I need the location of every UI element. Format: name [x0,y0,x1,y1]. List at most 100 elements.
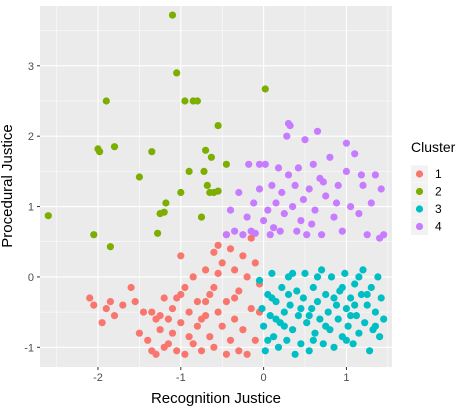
cluster-4-point [251,229,259,237]
cluster-1-point [119,301,127,309]
legend-key-4 [415,222,424,231]
cluster-2-point [173,69,181,77]
cluster-3-point [361,319,369,327]
cluster-4-point [351,150,359,158]
cluster-4-point [297,217,305,225]
cluster-3-point [351,301,359,309]
cluster-1-point [177,290,185,299]
cluster-2-point [110,143,119,151]
cluster-1-point [235,347,243,355]
cluster-3-point [283,336,291,344]
cluster-3-point [301,269,309,277]
cluster-3-point [289,326,297,334]
cluster-1-point [218,322,226,330]
cluster-2-point [154,229,162,237]
cluster-4-point [260,217,268,225]
cluster-3-point [330,294,338,302]
cluster-4-point [380,231,388,239]
cluster-1-point [206,290,214,299]
cluster-3-point [351,280,359,288]
cluster-3-point [289,269,297,277]
legend-label-1: 1 [435,167,442,181]
cluster-1-point [152,315,160,323]
cluster-3-point [294,312,302,320]
cluster-3-point [299,294,307,302]
cluster-1-point [156,326,164,334]
cluster-3-point [311,329,319,337]
cluster-3-point [305,347,313,355]
cluster-3-point [363,301,371,309]
cluster-4-point [330,213,338,221]
cluster-3-point [322,322,330,330]
cluster-2-point [214,187,222,195]
cluster-2-point [193,97,201,105]
y-tick-label: 2 [28,131,34,143]
cluster-1-point [210,343,218,351]
cluster-2-point [96,148,104,156]
cluster-3-point [334,315,342,323]
cluster-1-point [231,294,239,302]
cluster-1-point [193,322,201,330]
cluster-1-point [181,350,189,358]
cluster-4-point [283,132,291,140]
cluster-4-point [294,164,302,172]
cluster-3-point [316,315,324,323]
cluster-3-point [319,340,327,348]
cluster-3-point [293,287,301,295]
cluster-1-point [251,259,259,267]
cluster-4-point [326,153,334,161]
cluster-4-point [311,206,319,214]
cluster-1-point [214,308,222,316]
cluster-2-point [102,97,110,105]
cluster-3-point [344,322,352,330]
cluster-4-point [299,195,307,204]
cluster-1-point [127,283,135,292]
cluster-1-point [98,319,106,327]
cluster-2-point [203,181,211,189]
cluster-1-point [214,269,222,277]
cluster-3-point [342,305,350,313]
cluster-3-point [376,333,384,341]
cluster-3-point [322,290,330,299]
y-axis-ticks: -1 0 1 2 3 [24,61,40,354]
cluster-2-point [207,153,215,161]
y-axis-title: Procedural Justice [0,124,16,247]
cluster-2-point [222,160,230,168]
cluster-3-point [367,283,375,292]
cluster-1-point [185,308,193,316]
cluster-3-point [338,283,346,292]
y-tick-label: 1 [28,202,34,214]
cluster-3-point [274,343,283,351]
cluster-2-point [162,199,170,207]
cluster-4-point [278,188,286,197]
cluster-1-point [152,350,160,358]
cluster-3-point [363,290,371,299]
cluster-3-point [309,336,317,344]
cluster-3-point [342,336,350,344]
cluster-1-point [164,340,172,348]
cluster-2-point [160,208,168,216]
cluster-3-point [280,322,288,330]
cluster-3-point [303,319,311,327]
cluster-4-point [342,167,350,175]
cluster-1-point [168,305,177,313]
y-tick-label: 0 [28,272,34,284]
cluster-3-point [258,305,266,313]
cluster-4-point [334,181,342,189]
cluster-3-point [352,312,360,320]
cluster-4-point [235,188,243,197]
legend-title: Cluster [411,139,456,155]
cluster-3-point [324,308,332,316]
cluster-4-point [347,203,355,211]
cluster-1-point [210,248,218,256]
cluster-4-point [245,160,253,168]
cluster-1-point [177,252,185,260]
cluster-1-point [202,266,210,274]
cluster-1-point [164,315,172,323]
cluster-3-point [268,269,276,277]
cluster-4-point [359,181,367,189]
cluster-3-point [341,269,349,277]
cluster-3-point [278,283,286,292]
cluster-4-point [268,181,276,189]
